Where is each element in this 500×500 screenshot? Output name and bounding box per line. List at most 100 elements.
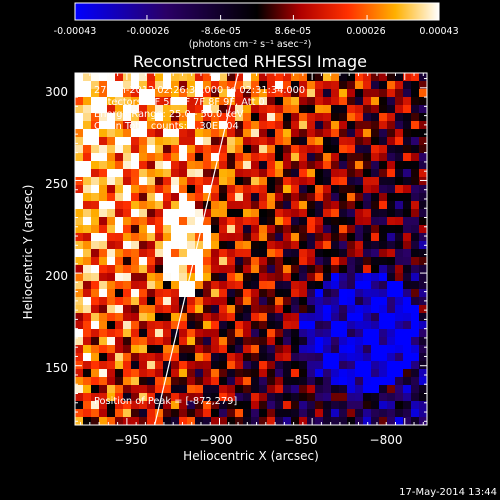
heatmap-cell — [331, 337, 340, 346]
heatmap-cell — [259, 305, 268, 314]
heatmap-cell — [83, 401, 92, 410]
heatmap-cell — [203, 89, 212, 98]
heatmap-cell — [259, 385, 268, 394]
heatmap-cell — [139, 169, 148, 178]
heatmap-cell — [251, 161, 260, 170]
heatmap-cell — [395, 353, 404, 362]
heatmap-cell — [187, 169, 196, 178]
heatmap-cell — [171, 105, 180, 114]
heatmap-cell — [219, 81, 228, 90]
heatmap-cell — [363, 273, 372, 282]
heatmap-cell — [243, 313, 252, 322]
heatmap-cell — [75, 417, 84, 426]
heatmap-cell — [83, 169, 92, 178]
heatmap-cell — [131, 105, 140, 114]
heatmap-cell — [299, 265, 308, 274]
heatmap-cell — [107, 377, 116, 386]
heatmap-cell — [195, 193, 204, 202]
heatmap-cell — [387, 417, 396, 426]
heatmap-cell — [227, 209, 236, 218]
heatmap-cell — [219, 217, 228, 226]
heatmap-cell — [107, 305, 116, 314]
heatmap-cell — [379, 353, 388, 362]
heatmap-cell — [283, 121, 292, 130]
heatmap-cell — [315, 361, 324, 370]
heatmap-cell — [107, 289, 116, 298]
heatmap-cell — [195, 377, 204, 386]
heatmap-cell — [131, 153, 140, 162]
heatmap-cell — [131, 249, 140, 258]
heatmap-cell — [203, 121, 212, 130]
heatmap-cell — [307, 81, 316, 90]
heatmap-cell — [331, 409, 340, 418]
heatmap-cell — [411, 313, 420, 322]
heatmap-cell — [179, 137, 188, 146]
heatmap-cell — [123, 401, 132, 410]
heatmap-cell — [363, 417, 372, 426]
heatmap-cell — [371, 177, 380, 186]
heatmap-cell — [155, 297, 164, 306]
heatmap-cell — [243, 361, 252, 370]
heatmap-cell — [91, 353, 100, 362]
heatmap-cell — [219, 249, 228, 258]
heatmap-cell — [267, 409, 276, 418]
heatmap-cell — [91, 297, 100, 306]
heatmap-cell — [75, 105, 84, 114]
heatmap-cell — [275, 409, 284, 418]
heatmap-cell — [323, 313, 332, 322]
heatmap-cell — [331, 129, 340, 138]
heatmap-cell — [339, 297, 348, 306]
heatmap-cell — [131, 185, 140, 194]
heatmap-cell — [243, 121, 252, 130]
heatmap-cell — [411, 169, 420, 178]
heatmap-cell — [187, 289, 196, 298]
heatmap-cell — [219, 417, 228, 426]
heatmap-cell — [331, 217, 340, 226]
heatmap-cell — [315, 201, 324, 210]
heatmap-cell — [147, 89, 156, 98]
heatmap-cell — [251, 81, 260, 90]
heatmap-cell — [155, 217, 164, 226]
heatmap-cell — [155, 313, 164, 322]
heatmap-cell — [259, 257, 268, 266]
heatmap-cell — [163, 201, 172, 210]
heatmap-cell — [251, 233, 260, 242]
heatmap-cell — [379, 201, 388, 210]
heatmap-cell — [315, 73, 324, 82]
heatmap-cell — [203, 345, 212, 354]
heatmap-cell — [323, 169, 332, 178]
heatmap-cell — [83, 241, 92, 250]
heatmap-cell — [115, 345, 124, 354]
heatmap-cell — [139, 401, 148, 410]
heatmap-cell — [419, 393, 428, 402]
heatmap-cell — [187, 257, 196, 266]
heatmap-cell — [267, 321, 276, 330]
heatmap-cell — [355, 297, 364, 306]
heatmap-cell — [147, 273, 156, 282]
heatmap-cell — [227, 73, 236, 82]
heatmap-cell — [219, 281, 228, 290]
heatmap-cell — [315, 297, 324, 306]
heatmap-cell — [227, 225, 236, 234]
heatmap-cell — [315, 249, 324, 258]
heatmap-cell — [355, 225, 364, 234]
heatmap-cell — [91, 361, 100, 370]
heatmap-cell — [275, 209, 284, 218]
heatmap-cell — [211, 185, 220, 194]
heatmap-cell — [251, 313, 260, 322]
heatmap-cell — [299, 409, 308, 418]
heatmap-cell — [75, 193, 84, 202]
heatmap-cell — [355, 113, 364, 122]
heatmap-cell — [219, 169, 228, 178]
heatmap-cell — [283, 209, 292, 218]
heatmap-cell — [147, 297, 156, 306]
heatmap-cell — [267, 81, 276, 90]
heatmap-cell — [331, 121, 340, 130]
heatmap-cell — [75, 73, 84, 82]
heatmap-cell — [115, 305, 124, 314]
heatmap-cell — [411, 273, 420, 282]
heatmap-cell — [339, 209, 348, 218]
heatmap-cell — [171, 121, 180, 130]
heatmap-cell — [155, 209, 164, 218]
heatmap-cell — [419, 345, 428, 354]
